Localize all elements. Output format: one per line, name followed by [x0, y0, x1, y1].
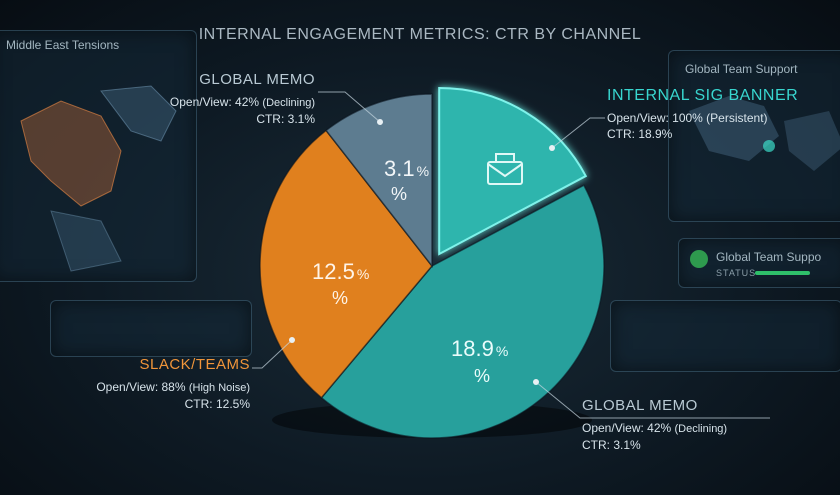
- callout-internal-sig-banner-ctr: CTR: 18.9%: [607, 127, 673, 141]
- leader-dot-memo-top: [377, 119, 383, 125]
- slice-global-memo-top: [325, 93, 433, 269]
- leader-slack-teams: [252, 339, 293, 369]
- bg-panel-status-title: Global Team Suppo: [716, 250, 822, 264]
- callout-internal-sig-banner-label: INTERNAL SIG BANNER: [607, 87, 799, 104]
- callout-global-memo-bottom-ctr: CTR: 3.1%: [582, 438, 641, 452]
- world-map-graphic: [689, 96, 840, 171]
- callout-global-memo-top-openview: Open/View: 42% (Declining): [169, 95, 315, 109]
- status-globe-icon: [690, 250, 708, 268]
- bg-panel-right-title: Global Team Support: [685, 62, 798, 76]
- callout-global-memo-top-ctr: CTR: 3.1%: [256, 112, 315, 126]
- callout-slack-teams-ctr: CTR: 12.5%: [184, 397, 250, 411]
- leader-dot-banner: [549, 145, 555, 151]
- bg-panel-left-title: Middle East Tensions: [6, 38, 120, 52]
- callout-global-memo-bottom-label: GLOBAL MEMO: [582, 397, 698, 414]
- callout-global-memo-top: GLOBAL MEMO Open/View: 42% (Declining) C…: [130, 72, 315, 127]
- callout-internal-sig-banner: INTERNAL SIG BANNER Open/View: 100% (Per…: [607, 88, 822, 142]
- bg-panel-status-label: STATUS: [716, 268, 757, 278]
- callout-internal-sig-banner-openview: Open/View: 100% (Persistent): [607, 111, 768, 125]
- map-graphic: [20, 85, 177, 272]
- callout-slack-teams-label: SLACK/TEAMS: [139, 356, 250, 373]
- callout-slack-teams: SLACK/TEAMS Open/View: 88% (High Noise) …: [60, 357, 250, 412]
- leader-dot-slack: [289, 337, 295, 343]
- slice-slack-teams: [259, 129, 433, 399]
- bg-panel-map-left: [0, 30, 197, 282]
- slice-global-memo-bottom: [320, 184, 605, 439]
- bg-panel-map-right: [668, 50, 840, 222]
- chart-title: INTERNAL ENGAGEMENT METRICS: CTR BY CHAN…: [198, 26, 642, 43]
- callout-slack-teams-openview: Open/View: 88% (High Noise): [96, 380, 250, 394]
- callout-global-memo-bottom-openview: Open/View: 42% (Declining): [582, 421, 728, 435]
- leader-global-memo-bottom: [535, 381, 770, 419]
- leader-dot-memo-bottom: [533, 379, 539, 385]
- bg-panel-bottom-right: [610, 300, 840, 372]
- callout-global-memo-bottom: GLOBAL MEMO Open/View: 42% (Declining) C…: [582, 398, 782, 453]
- status-bar: [755, 271, 810, 275]
- leader-global-memo-top: [318, 91, 381, 123]
- leader-internal-sig-banner: [551, 117, 605, 149]
- bg-panel-bottom-left: [50, 300, 252, 357]
- envelope-icon: [487, 153, 523, 185]
- callout-global-memo-top-label: GLOBAL MEMO: [199, 71, 315, 88]
